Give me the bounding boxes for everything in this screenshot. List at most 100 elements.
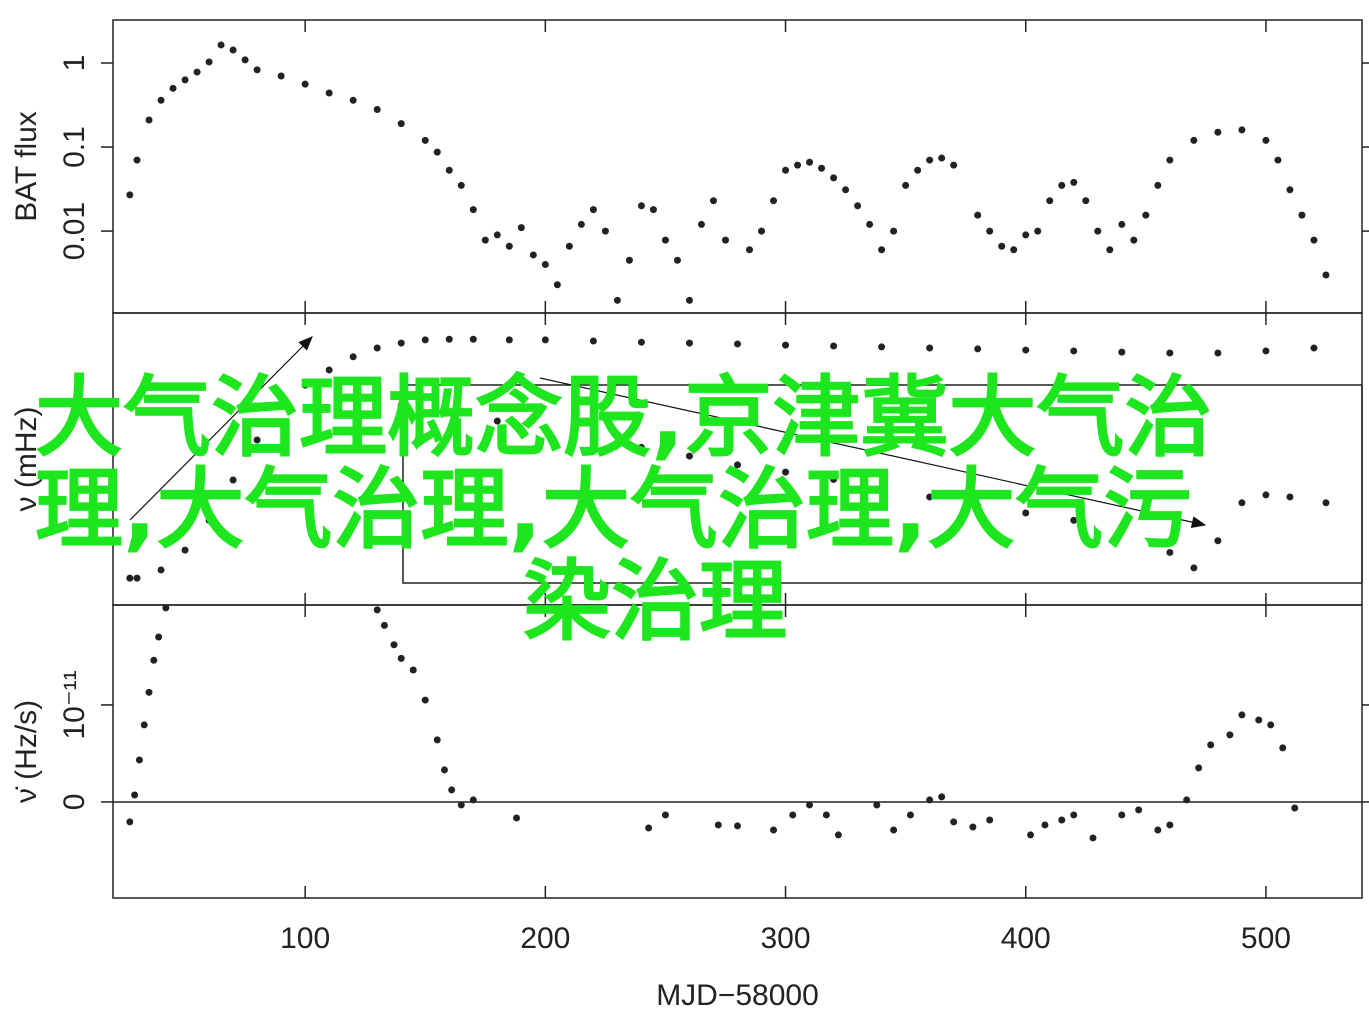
point (709, 197, 717, 205)
point (998, 242, 1006, 250)
point (397, 339, 405, 347)
point (157, 96, 165, 104)
point (373, 606, 381, 614)
point (457, 801, 465, 809)
point (277, 401, 285, 409)
point (229, 46, 237, 54)
point (673, 256, 681, 264)
point (938, 793, 946, 801)
point (505, 242, 513, 250)
point (433, 736, 441, 744)
point (1310, 344, 1318, 352)
y-axis-label: BAT flux (10, 111, 43, 222)
point (758, 227, 766, 235)
panel-frame (112, 604, 1363, 899)
point (986, 227, 994, 235)
point (697, 220, 705, 228)
point (822, 811, 830, 819)
point (1166, 548, 1174, 556)
point (734, 461, 741, 469)
y-axis-label: ν (mHz) (10, 407, 43, 512)
point (457, 181, 465, 189)
point (974, 502, 982, 510)
point (1238, 711, 1246, 719)
point (145, 688, 153, 696)
point (974, 211, 982, 219)
point (448, 786, 456, 794)
point (140, 721, 148, 729)
point (469, 206, 477, 214)
point (445, 408, 453, 416)
point (926, 344, 934, 352)
x-tick-label: 200 (520, 922, 570, 955)
point (1118, 348, 1126, 356)
point (1022, 346, 1030, 354)
point (1118, 525, 1126, 533)
point (782, 341, 790, 349)
point (1046, 197, 1054, 205)
point (986, 816, 994, 824)
point (301, 80, 309, 88)
point (938, 154, 946, 162)
x-tick-label: 300 (761, 922, 811, 955)
point (685, 339, 693, 347)
point (1154, 181, 1162, 189)
point (1238, 499, 1246, 507)
overlay-text: 大气治理概念股,京津冀大气治理,大气治理,大气治理,大气污染治理 (35, 366, 1213, 653)
point (878, 343, 886, 351)
point (205, 58, 213, 66)
point (253, 436, 261, 444)
point (1166, 821, 1174, 829)
point (866, 220, 874, 228)
point (1041, 821, 1049, 829)
point (637, 443, 645, 451)
point (469, 796, 477, 804)
x-axis-label: MJD−58000 (656, 979, 819, 1012)
point (150, 656, 158, 664)
point (1027, 831, 1035, 839)
point (834, 831, 842, 839)
point (493, 231, 501, 239)
point (1154, 826, 1162, 834)
point (950, 161, 958, 169)
point (126, 191, 134, 199)
point (1034, 227, 1042, 235)
point (661, 236, 669, 244)
point (685, 452, 693, 460)
point (625, 256, 633, 264)
point (469, 335, 477, 343)
point (830, 475, 838, 483)
point (513, 814, 521, 822)
point (637, 338, 645, 346)
point (1195, 764, 1203, 772)
point (1022, 509, 1030, 517)
point (969, 823, 977, 831)
point (440, 766, 448, 774)
point (601, 227, 609, 235)
point (541, 261, 549, 269)
point (1238, 126, 1246, 134)
point (770, 197, 778, 205)
point (890, 826, 898, 834)
point (390, 641, 398, 649)
point (1298, 211, 1306, 219)
point (155, 633, 163, 641)
point (1142, 211, 1150, 219)
point (1262, 491, 1270, 499)
point (133, 574, 141, 582)
point (541, 336, 549, 344)
point (373, 105, 381, 113)
point (1022, 231, 1030, 239)
point (135, 756, 143, 764)
point (645, 824, 653, 832)
point (205, 516, 213, 524)
point (517, 224, 525, 232)
y-tick-label: 1 (58, 55, 91, 72)
point (1262, 136, 1270, 144)
point (1070, 347, 1078, 355)
x-tick-label: 400 (1001, 922, 1051, 955)
point (818, 164, 826, 172)
point (505, 336, 513, 344)
point (577, 220, 585, 228)
